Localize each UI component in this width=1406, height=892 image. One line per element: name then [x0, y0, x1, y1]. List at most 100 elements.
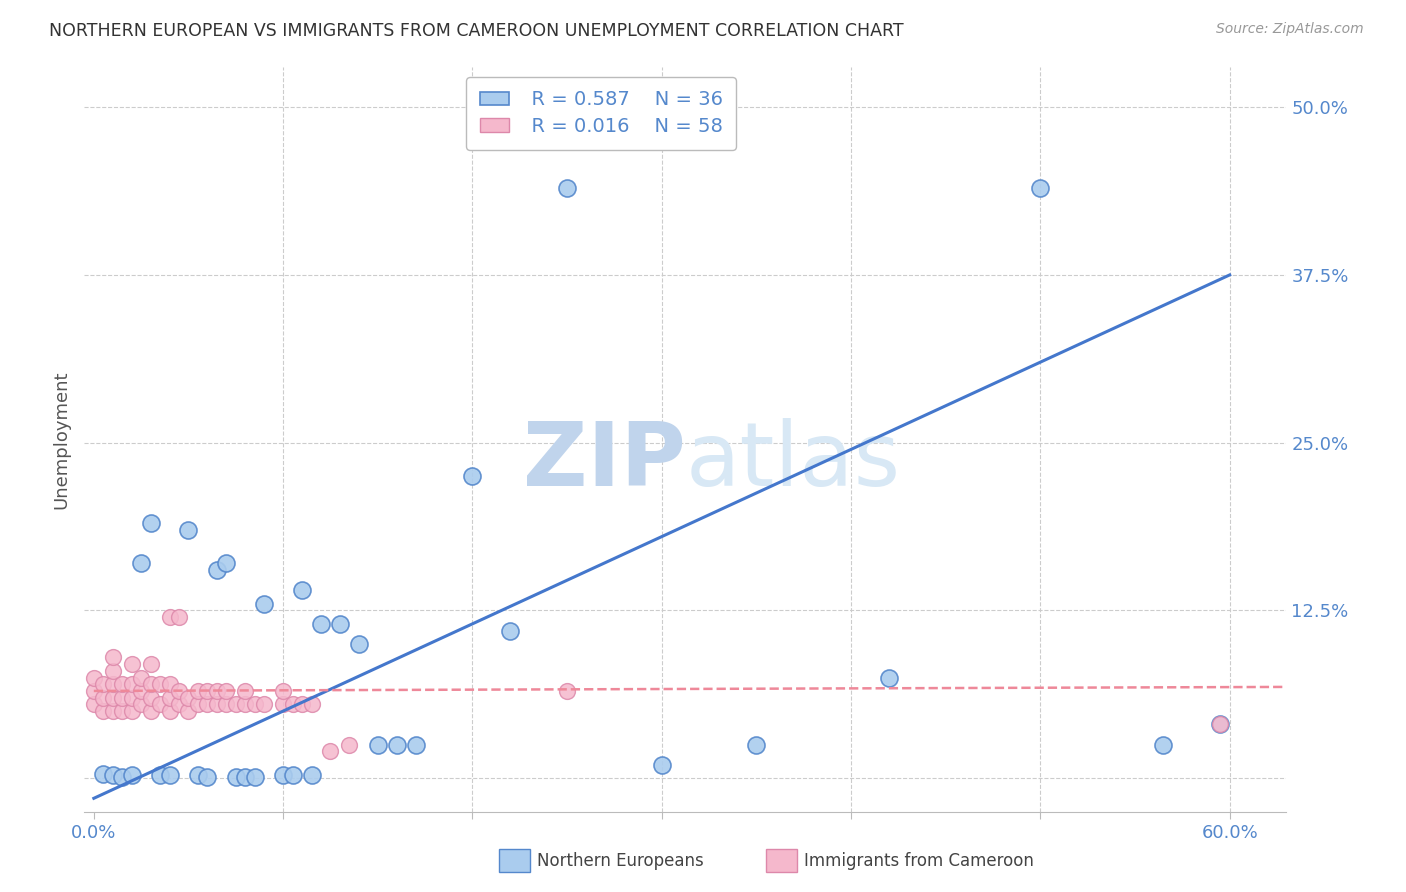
Point — [139, 690, 162, 705]
Text: ZIP: ZIP — [523, 418, 686, 505]
Point — [187, 768, 209, 782]
Point — [101, 690, 124, 705]
Point — [281, 698, 304, 712]
Text: Northern Europeans: Northern Europeans — [537, 852, 704, 870]
Text: Source: ZipAtlas.com: Source: ZipAtlas.com — [1216, 22, 1364, 37]
Point — [301, 768, 323, 782]
Point — [101, 664, 124, 678]
Point — [129, 684, 152, 698]
Point — [205, 698, 228, 712]
Point — [139, 704, 162, 718]
Point — [385, 738, 408, 752]
Point — [405, 738, 427, 752]
Point — [555, 684, 578, 698]
Point — [187, 698, 209, 712]
Point — [167, 684, 190, 698]
Point — [159, 677, 181, 691]
Point — [499, 624, 522, 638]
Point — [205, 684, 228, 698]
Point — [149, 677, 172, 691]
Point — [91, 677, 114, 691]
Point — [111, 770, 134, 784]
Point — [101, 677, 124, 691]
Point — [101, 704, 124, 718]
Point — [1029, 180, 1052, 194]
Point — [205, 563, 228, 577]
Point — [555, 180, 578, 194]
Point — [253, 597, 276, 611]
Point — [129, 698, 152, 712]
Point — [215, 698, 238, 712]
Point — [159, 768, 181, 782]
Y-axis label: Unemployment: Unemployment — [52, 370, 70, 508]
Point — [91, 690, 114, 705]
Text: Immigrants from Cameroon: Immigrants from Cameroon — [804, 852, 1033, 870]
Point — [367, 738, 389, 752]
Point — [121, 768, 143, 782]
Point — [91, 704, 114, 718]
Point — [281, 768, 304, 782]
Point — [129, 557, 152, 571]
Point — [271, 698, 294, 712]
Point — [339, 738, 361, 752]
Point — [111, 704, 134, 718]
Point — [651, 757, 673, 772]
Point — [121, 677, 143, 691]
Point — [83, 698, 105, 712]
Point — [215, 684, 238, 698]
Point — [139, 657, 162, 672]
Point — [301, 698, 323, 712]
Point — [347, 637, 370, 651]
Point — [225, 698, 247, 712]
Point — [215, 557, 238, 571]
Point — [233, 684, 256, 698]
Point — [271, 768, 294, 782]
Point — [319, 744, 342, 758]
Point — [1152, 738, 1174, 752]
Point — [159, 610, 181, 624]
Point — [129, 671, 152, 685]
Point — [197, 770, 219, 784]
Point — [149, 698, 172, 712]
Point — [111, 690, 134, 705]
Point — [121, 690, 143, 705]
Point — [121, 704, 143, 718]
Point — [309, 616, 332, 631]
Point — [745, 738, 768, 752]
Point — [291, 698, 314, 712]
Point — [197, 684, 219, 698]
Text: atlas: atlas — [686, 418, 901, 505]
Point — [233, 770, 256, 784]
Point — [271, 684, 294, 698]
Point — [243, 770, 266, 784]
Point — [225, 770, 247, 784]
Point — [177, 523, 200, 537]
Point — [329, 616, 352, 631]
Point — [877, 671, 900, 685]
Point — [243, 698, 266, 712]
Point — [139, 516, 162, 531]
Point — [461, 469, 484, 483]
Point — [167, 698, 190, 712]
Point — [91, 767, 114, 781]
Point — [121, 657, 143, 672]
Point — [187, 684, 209, 698]
Point — [197, 698, 219, 712]
Point — [177, 690, 200, 705]
Point — [167, 610, 190, 624]
Point — [111, 677, 134, 691]
Point — [101, 768, 124, 782]
Point — [159, 704, 181, 718]
Point — [1209, 717, 1232, 731]
Text: NORTHERN EUROPEAN VS IMMIGRANTS FROM CAMEROON UNEMPLOYMENT CORRELATION CHART: NORTHERN EUROPEAN VS IMMIGRANTS FROM CAM… — [49, 22, 904, 40]
Point — [83, 671, 105, 685]
Point — [291, 583, 314, 598]
Point — [159, 690, 181, 705]
Point — [177, 704, 200, 718]
Point — [253, 698, 276, 712]
Point — [1209, 717, 1232, 731]
Point — [139, 677, 162, 691]
Point — [101, 650, 124, 665]
Point — [149, 768, 172, 782]
Legend:   R = 0.587    N = 36,   R = 0.016    N = 58: R = 0.587 N = 36, R = 0.016 N = 58 — [467, 77, 737, 150]
